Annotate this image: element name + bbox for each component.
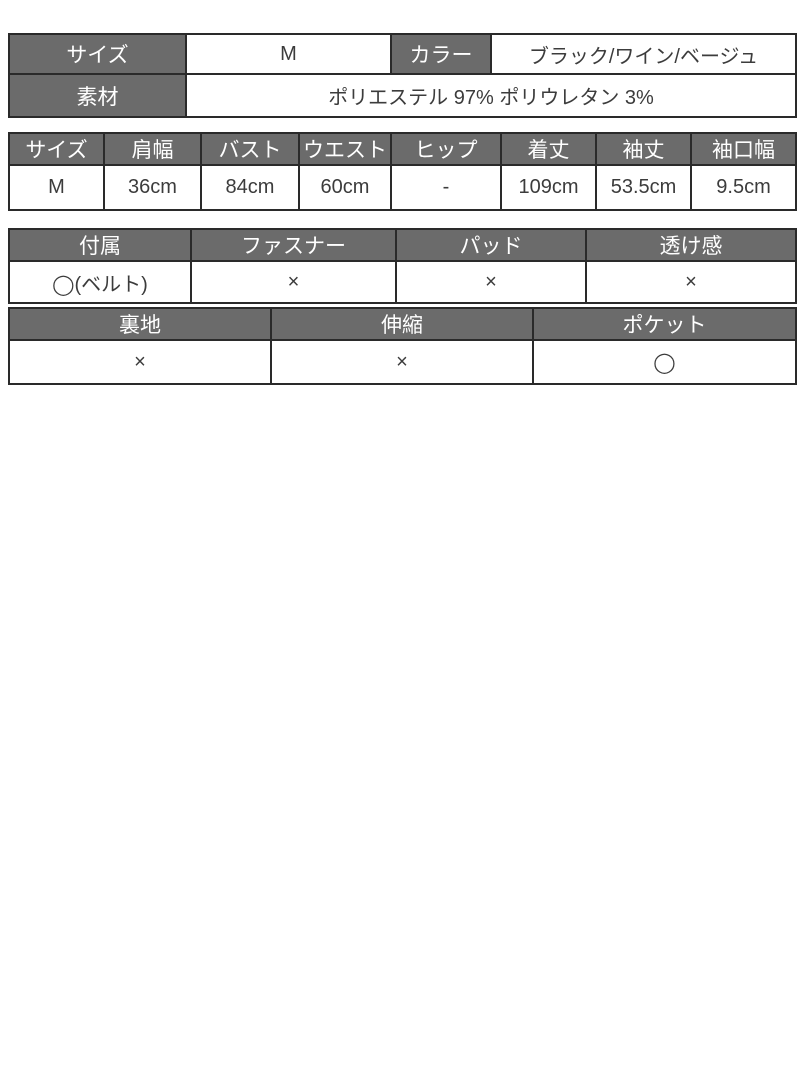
material-value-cell: ポリエステル 97% ポリウレタン 3% [185,73,797,118]
value-cell-stretch: × [270,339,534,385]
value-cell-length: 109cm [500,164,597,211]
table-header-row: 裏地 伸縮 ポケット [8,307,797,341]
table-row: 素材 ポリエステル 97% ポリウレタン 3% [8,73,797,118]
size-value-cell: M [185,33,392,75]
value-cell-hip: - [390,164,502,211]
features-table-bottom: 裏地 伸縮 ポケット × × ◯ [8,307,797,385]
header-cell-stretch: 伸縮 [270,307,534,341]
header-cell-length: 着丈 [500,132,597,166]
value-cell-lining: × [8,339,272,385]
value-cell-accessory: ◯(ベルト) [8,260,192,304]
table-row: M 36cm 84cm 60cm - 109cm 53.5cm 9.5cm [8,164,797,211]
header-cell-accessory: 付属 [8,228,192,262]
value-cell-pad: × [395,260,587,304]
material-label-cell: 素材 [8,73,187,118]
header-cell-pocket: ポケット [532,307,797,341]
table-header-row: 付属 ファスナー パッド 透け感 [8,228,797,262]
color-label-cell: カラー [390,33,492,75]
value-cell-bust: 84cm [200,164,300,211]
value-cell-pocket: ◯ [532,339,797,385]
header-cell-sheerness: 透け感 [585,228,797,262]
value-cell-waist: 60cm [298,164,392,211]
features-table-top: 付属 ファスナー パッド 透け感 ◯(ベルト) × × × [8,228,797,304]
header-cell-pad: パッド [395,228,587,262]
header-cell-size: サイズ [8,132,105,166]
value-cell-size: M [8,164,105,211]
header-cell-bust: バスト [200,132,300,166]
table-row: サイズ M カラー ブラック/ワイン/ベージュ [8,33,797,75]
value-cell-zipper: × [190,260,397,304]
header-cell-zipper: ファスナー [190,228,397,262]
table-row: ◯(ベルト) × × × [8,260,797,304]
measurements-table: サイズ 肩幅 バスト ウエスト ヒップ 着丈 袖丈 袖口幅 M 36cm 84c… [8,132,797,211]
table-row: × × ◯ [8,339,797,385]
header-cell-waist: ウエスト [298,132,392,166]
header-cell-lining: 裏地 [8,307,272,341]
table-header-row: サイズ 肩幅 バスト ウエスト ヒップ 着丈 袖丈 袖口幅 [8,132,797,166]
value-cell-cuff-width: 9.5cm [690,164,797,211]
color-value-cell: ブラック/ワイン/ベージュ [490,33,797,75]
size-label-cell: サイズ [8,33,187,75]
value-cell-shoulder-width: 36cm [103,164,202,211]
value-cell-sheerness: × [585,260,797,304]
size-color-material-table: サイズ M カラー ブラック/ワイン/ベージュ 素材 ポリエステル 97% ポリ… [8,33,797,118]
header-cell-cuff-width: 袖口幅 [690,132,797,166]
header-cell-shoulder-width: 肩幅 [103,132,202,166]
header-cell-sleeve-length: 袖丈 [595,132,692,166]
header-cell-hip: ヒップ [390,132,502,166]
value-cell-sleeve-length: 53.5cm [595,164,692,211]
